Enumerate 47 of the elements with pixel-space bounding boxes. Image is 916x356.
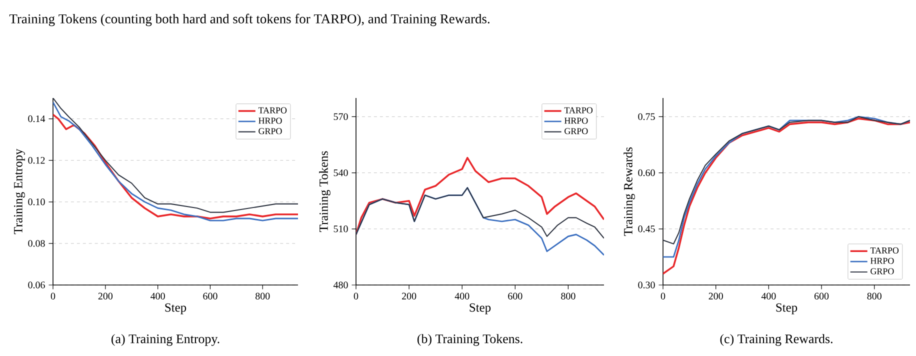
legend-label: GRPO bbox=[258, 128, 282, 134]
x-tick-label: 600 bbox=[508, 292, 522, 300]
x-tick-label: 200 bbox=[402, 292, 416, 300]
y-tick-label: 0.08 bbox=[28, 240, 45, 247]
x-tick-label: 400 bbox=[761, 292, 776, 300]
x-tick-label: 400 bbox=[150, 292, 165, 300]
text: Training Tokens (counting both hard and soft tokens for TARPO), and Training Rewards. bbox=[9, 14, 490, 26]
legend-label: HRPO bbox=[564, 118, 588, 124]
y-axis-title: Training Entropy bbox=[14, 148, 25, 234]
y-tick-label: 540 bbox=[334, 169, 348, 176]
x-tick-label: 0 bbox=[660, 292, 666, 300]
x-axis-title: Step bbox=[776, 303, 798, 314]
legend-label: TARPO bbox=[870, 247, 899, 254]
y-tick-label: 0.30 bbox=[638, 282, 655, 288]
y-tick-label: 480 bbox=[333, 282, 348, 288]
y-tick-label: 0.60 bbox=[638, 169, 655, 176]
x-tick-label: 600 bbox=[203, 292, 218, 300]
x-tick-label: 800 bbox=[561, 292, 576, 300]
legend-label: GRPO bbox=[564, 128, 588, 134]
x-tick-label: 800 bbox=[256, 292, 270, 300]
legend-label: TARPO bbox=[258, 107, 287, 114]
y-tick-label: 0.14 bbox=[28, 115, 46, 122]
x-tick-label: 0 bbox=[354, 292, 358, 300]
text: (a) Training Entropy. bbox=[112, 334, 220, 346]
text: (c) Training Rewards. bbox=[720, 334, 832, 346]
y-axis-title: Training Rewards bbox=[624, 147, 635, 236]
x-tick-label: 600 bbox=[814, 292, 829, 300]
y-tick-label: 0.10 bbox=[28, 198, 45, 206]
y-tick-label: 0.12 bbox=[28, 156, 45, 164]
x-axis-title: Step bbox=[470, 303, 491, 314]
legend-label: HRPO bbox=[870, 258, 894, 264]
legend-label: GRPO bbox=[870, 268, 894, 274]
y-tick-label: 0.45 bbox=[638, 226, 655, 232]
text: (b) Training Tokens. bbox=[417, 334, 522, 346]
y-tick-label: 0.06 bbox=[28, 282, 45, 288]
x-axis-title: Step bbox=[165, 303, 186, 314]
legend-label: HRPO bbox=[258, 118, 282, 124]
y-tick-label: 510 bbox=[334, 226, 348, 232]
legend-label: TARPO bbox=[564, 107, 593, 114]
y-axis-title: Training Tokens bbox=[319, 151, 330, 232]
x-tick-label: 800 bbox=[867, 292, 882, 300]
x-tick-label: 200 bbox=[708, 292, 723, 300]
x-tick-label: 200 bbox=[98, 292, 113, 300]
x-tick-label: 0 bbox=[50, 292, 56, 300]
x-tick-label: 400 bbox=[454, 292, 470, 300]
y-tick-label: 570 bbox=[334, 113, 348, 120]
y-tick-label: 0.75 bbox=[638, 113, 655, 120]
